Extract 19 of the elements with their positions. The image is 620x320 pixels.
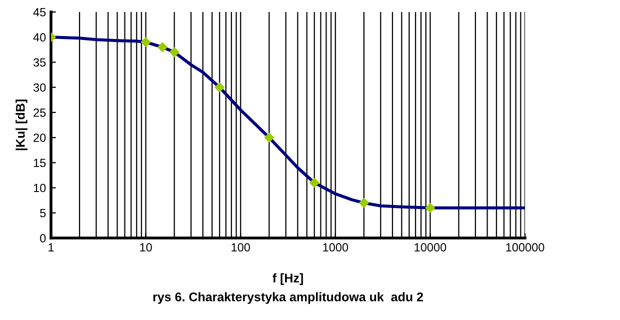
x-tick-label: 100000	[506, 243, 544, 252]
x-tick-label: 10000	[414, 243, 446, 252]
x-tick-label: 100	[232, 243, 250, 252]
x-tick-label: 10	[140, 243, 152, 252]
y-axis-title: |Ku| [dB]	[16, 100, 28, 150]
x-tick-label: 1	[48, 243, 54, 252]
y-tick-label: 25	[34, 108, 46, 117]
y-tick-label: 20	[34, 134, 46, 142]
y-tick-label: 30	[33, 83, 46, 92]
text: rys 6. Charakterystyka amplitudowa uk adu 2	[153, 292, 423, 304]
x-tick-label: 1000	[323, 243, 348, 252]
x-axis-title: f [Hz]	[272, 273, 303, 285]
y-tick-label: 10	[34, 184, 46, 192]
y-tick-label: 40	[33, 33, 46, 42]
y-tick-label: 15	[34, 158, 46, 168]
y-tick-label: 5	[40, 209, 46, 218]
y-tick-label: 35	[33, 58, 46, 67]
y-tick-label: 0	[40, 234, 46, 242]
y-tick-label: 45	[33, 8, 46, 16]
